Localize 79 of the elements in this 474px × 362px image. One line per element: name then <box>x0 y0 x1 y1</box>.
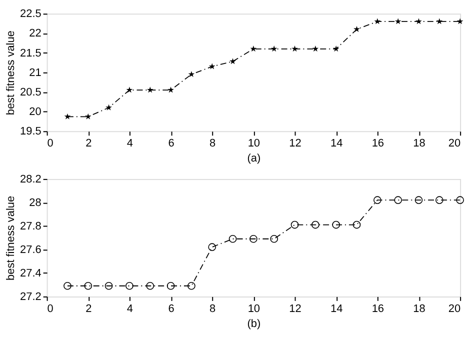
point <box>416 18 422 24</box>
x-tick-label: 20 <box>448 302 461 315</box>
point <box>394 18 402 24</box>
x-axis-title: (a) <box>247 152 261 165</box>
point <box>146 86 154 93</box>
point <box>126 86 133 93</box>
point <box>352 220 361 229</box>
y-axis-title: best fitness value <box>5 196 18 280</box>
x-tick-label: 4 <box>126 138 133 150</box>
y-tick-label: 28 <box>29 196 42 209</box>
point <box>188 282 196 290</box>
y-tick-label: 21.5 <box>20 47 42 60</box>
point <box>188 71 195 78</box>
point <box>228 234 237 243</box>
point <box>208 63 216 70</box>
x-tick-label: 8 <box>210 138 216 150</box>
point <box>436 18 443 24</box>
y-tick-label: 27.4 <box>20 267 42 280</box>
point <box>312 220 320 229</box>
x-tick-label: 6 <box>168 138 174 150</box>
x-tick-label: 18 <box>413 302 426 315</box>
point <box>332 220 340 229</box>
x-tick-label: 2 <box>86 302 92 315</box>
point <box>354 26 360 32</box>
point <box>64 113 71 120</box>
point <box>126 282 134 290</box>
point <box>146 282 154 290</box>
x-tick-label: 8 <box>210 302 216 315</box>
point <box>456 18 464 24</box>
point <box>394 196 402 204</box>
y-tick-label: 27.2 <box>20 290 42 303</box>
y-tick-label: 27.8 <box>20 220 42 232</box>
x-tick-label: 14 <box>330 138 343 150</box>
point <box>332 46 340 52</box>
x-tick-label: 10 <box>248 138 260 150</box>
point <box>106 104 112 110</box>
x-tick-label: 0 <box>47 302 54 315</box>
x-tick-label: 14 <box>330 302 343 315</box>
point <box>373 196 382 204</box>
point <box>84 113 92 120</box>
x-tick-label: 4 <box>126 302 133 315</box>
x-tick-label: 20 <box>448 138 461 150</box>
x-tick-label: 18 <box>413 138 426 150</box>
x-tick-label: 12 <box>289 138 302 150</box>
point <box>414 196 423 204</box>
point <box>456 196 464 204</box>
point <box>208 243 216 252</box>
x-tick-label: 12 <box>289 302 302 315</box>
y-tick-label: 20 <box>29 106 42 118</box>
x-tick-label: 16 <box>372 138 384 150</box>
point <box>104 282 113 290</box>
x-axis-title: (b) <box>247 318 261 330</box>
y-tick-label: 22 <box>29 28 42 40</box>
point <box>168 86 174 93</box>
point <box>312 46 319 52</box>
y-tick-label: 22.5 <box>20 8 42 20</box>
x-tick-label: 0 <box>47 138 54 150</box>
x-tick-label: 16 <box>372 302 384 315</box>
point <box>374 18 381 24</box>
point <box>230 58 236 64</box>
x-tick-label: 10 <box>248 302 260 315</box>
point <box>435 196 444 204</box>
y-tick-label: 28.2 <box>20 173 42 186</box>
y-axis-title: best fitness value <box>5 30 18 116</box>
y-tick-label: 20.5 <box>20 86 42 98</box>
point <box>250 234 258 243</box>
point <box>166 282 175 290</box>
x-tick-label: 2 <box>86 138 92 150</box>
point <box>64 282 72 290</box>
y-tick-label: 19.5 <box>20 126 42 138</box>
point <box>290 220 299 229</box>
point <box>84 282 92 290</box>
point <box>250 46 257 52</box>
y-tick-label: 21 <box>29 66 42 79</box>
x-tick-label: 6 <box>168 302 174 315</box>
point <box>292 46 298 52</box>
y-tick-label: 27.6 <box>20 244 42 256</box>
point <box>270 234 278 243</box>
point <box>270 46 278 52</box>
